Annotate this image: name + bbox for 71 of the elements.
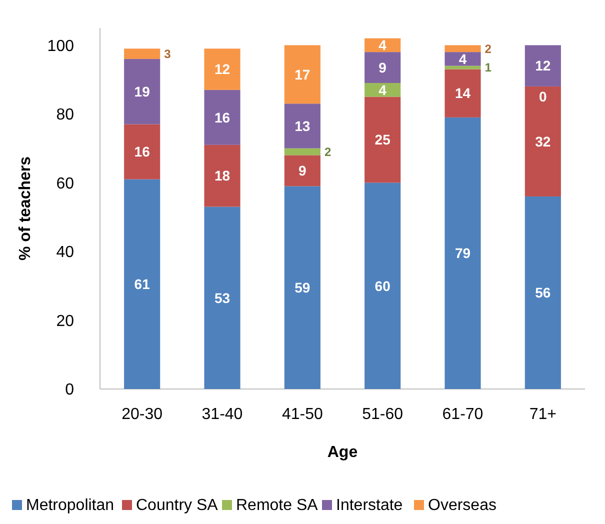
- x-tick-label: 31-40: [202, 406, 243, 423]
- data-label: 4: [378, 37, 387, 54]
- bar: [524, 45, 561, 86]
- data-label: 61: [134, 276, 150, 292]
- y-tick-label: 20: [56, 312, 74, 330]
- x-tick-label: 41-50: [282, 406, 323, 423]
- legend-label: Country SA: [136, 497, 218, 514]
- data-label: 13: [294, 118, 310, 134]
- y-tick-label: 60: [56, 175, 74, 192]
- y-axis-title: % of teachers: [17, 156, 34, 261]
- data-label: 2: [324, 144, 332, 159]
- bar: [284, 104, 320, 148]
- data-label: 56: [535, 284, 551, 301]
- y-tick-label: 80: [56, 106, 74, 124]
- data-label: 4: [458, 50, 467, 67]
- x-tick-label: 20-30: [122, 406, 163, 423]
- data-label: 2: [484, 42, 492, 56]
- data-label: 12: [214, 61, 230, 78]
- bar: [524, 196, 561, 389]
- bar: [284, 148, 320, 156]
- bar: [444, 66, 481, 70]
- data-label: 32: [535, 133, 551, 150]
- bar: [364, 83, 401, 97]
- data-label: 53: [214, 290, 230, 306]
- bar: [204, 144, 240, 207]
- bar: [524, 86, 561, 196]
- legend-label: Metropolitan: [26, 497, 114, 514]
- data-label: 1: [484, 60, 492, 75]
- bar: [124, 48, 160, 59]
- bar: [284, 45, 320, 104]
- x-axis-title: Age: [327, 444, 358, 461]
- bar: [364, 52, 401, 84]
- bar: [284, 186, 320, 389]
- legend-label: Overseas: [428, 497, 496, 514]
- x-tick-label: 61-70: [442, 406, 484, 423]
- y-tick-label: 100: [47, 38, 74, 55]
- data-label: 18: [214, 168, 230, 184]
- bar: [444, 117, 481, 389]
- data-label: 9: [298, 162, 307, 179]
- bar: [444, 52, 481, 66]
- bar: [204, 90, 240, 145]
- data-label: 79: [454, 245, 471, 262]
- data-label: 4: [378, 82, 387, 98]
- data-label: 3: [164, 46, 172, 61]
- data-label: 14: [454, 85, 471, 102]
- bar: [124, 179, 160, 389]
- legend-label: Remote SA: [236, 497, 318, 514]
- y-tick-label: 40: [56, 244, 74, 262]
- data-label: 0: [539, 88, 548, 104]
- y-tick-label: 0: [65, 382, 74, 399]
- bar: [284, 155, 320, 186]
- data-label: 19: [134, 84, 150, 100]
- bar: [124, 58, 160, 124]
- data-label: 16: [214, 109, 230, 126]
- bar: [364, 182, 401, 389]
- bar: [124, 124, 160, 180]
- bar: [444, 69, 481, 118]
- data-label: 59: [294, 279, 310, 296]
- x-tick-label: 71+: [529, 406, 556, 423]
- bar: [204, 48, 240, 90]
- x-tick-label: 51-60: [362, 406, 404, 423]
- bar: [204, 206, 240, 389]
- data-label: 17: [294, 66, 310, 82]
- bar: [364, 96, 401, 183]
- bar: [444, 45, 481, 52]
- data-label: 60: [374, 278, 391, 294]
- data-label: 16: [134, 144, 150, 160]
- data-label: 12: [535, 58, 551, 74]
- legend-label: Interstate: [336, 497, 403, 514]
- data-label: 9: [378, 59, 387, 76]
- data-label: 25: [374, 132, 391, 148]
